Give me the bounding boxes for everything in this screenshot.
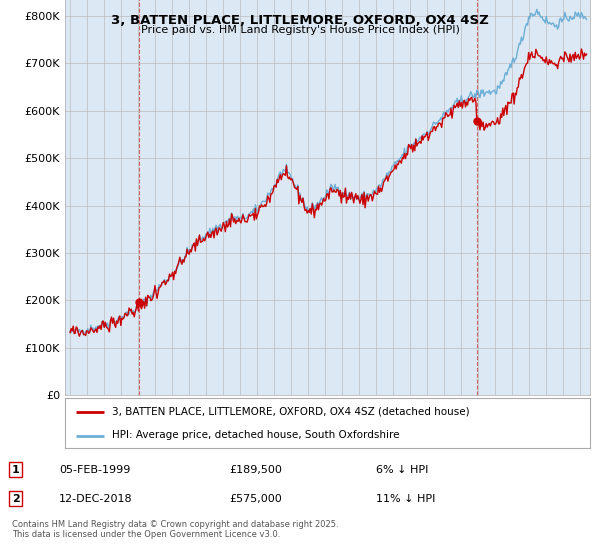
Text: Contains HM Land Registry data © Crown copyright and database right 2025.
This d: Contains HM Land Registry data © Crown c… xyxy=(12,520,338,539)
Text: 6% ↓ HPI: 6% ↓ HPI xyxy=(376,465,429,475)
Text: 1: 1 xyxy=(12,465,20,475)
Text: £575,000: £575,000 xyxy=(229,494,282,503)
Text: 2: 2 xyxy=(12,494,20,503)
Text: 05-FEB-1999: 05-FEB-1999 xyxy=(59,465,130,475)
Text: HPI: Average price, detached house, South Oxfordshire: HPI: Average price, detached house, Sout… xyxy=(112,431,400,441)
Text: 3, BATTEN PLACE, LITTLEMORE, OXFORD, OX4 4SZ: 3, BATTEN PLACE, LITTLEMORE, OXFORD, OX4… xyxy=(111,14,489,27)
Text: Price paid vs. HM Land Registry's House Price Index (HPI): Price paid vs. HM Land Registry's House … xyxy=(140,25,460,35)
Text: £189,500: £189,500 xyxy=(229,465,283,475)
Text: 3, BATTEN PLACE, LITTLEMORE, OXFORD, OX4 4SZ (detached house): 3, BATTEN PLACE, LITTLEMORE, OXFORD, OX4… xyxy=(112,407,470,417)
Text: 12-DEC-2018: 12-DEC-2018 xyxy=(59,494,133,503)
Text: 11% ↓ HPI: 11% ↓ HPI xyxy=(376,494,436,503)
